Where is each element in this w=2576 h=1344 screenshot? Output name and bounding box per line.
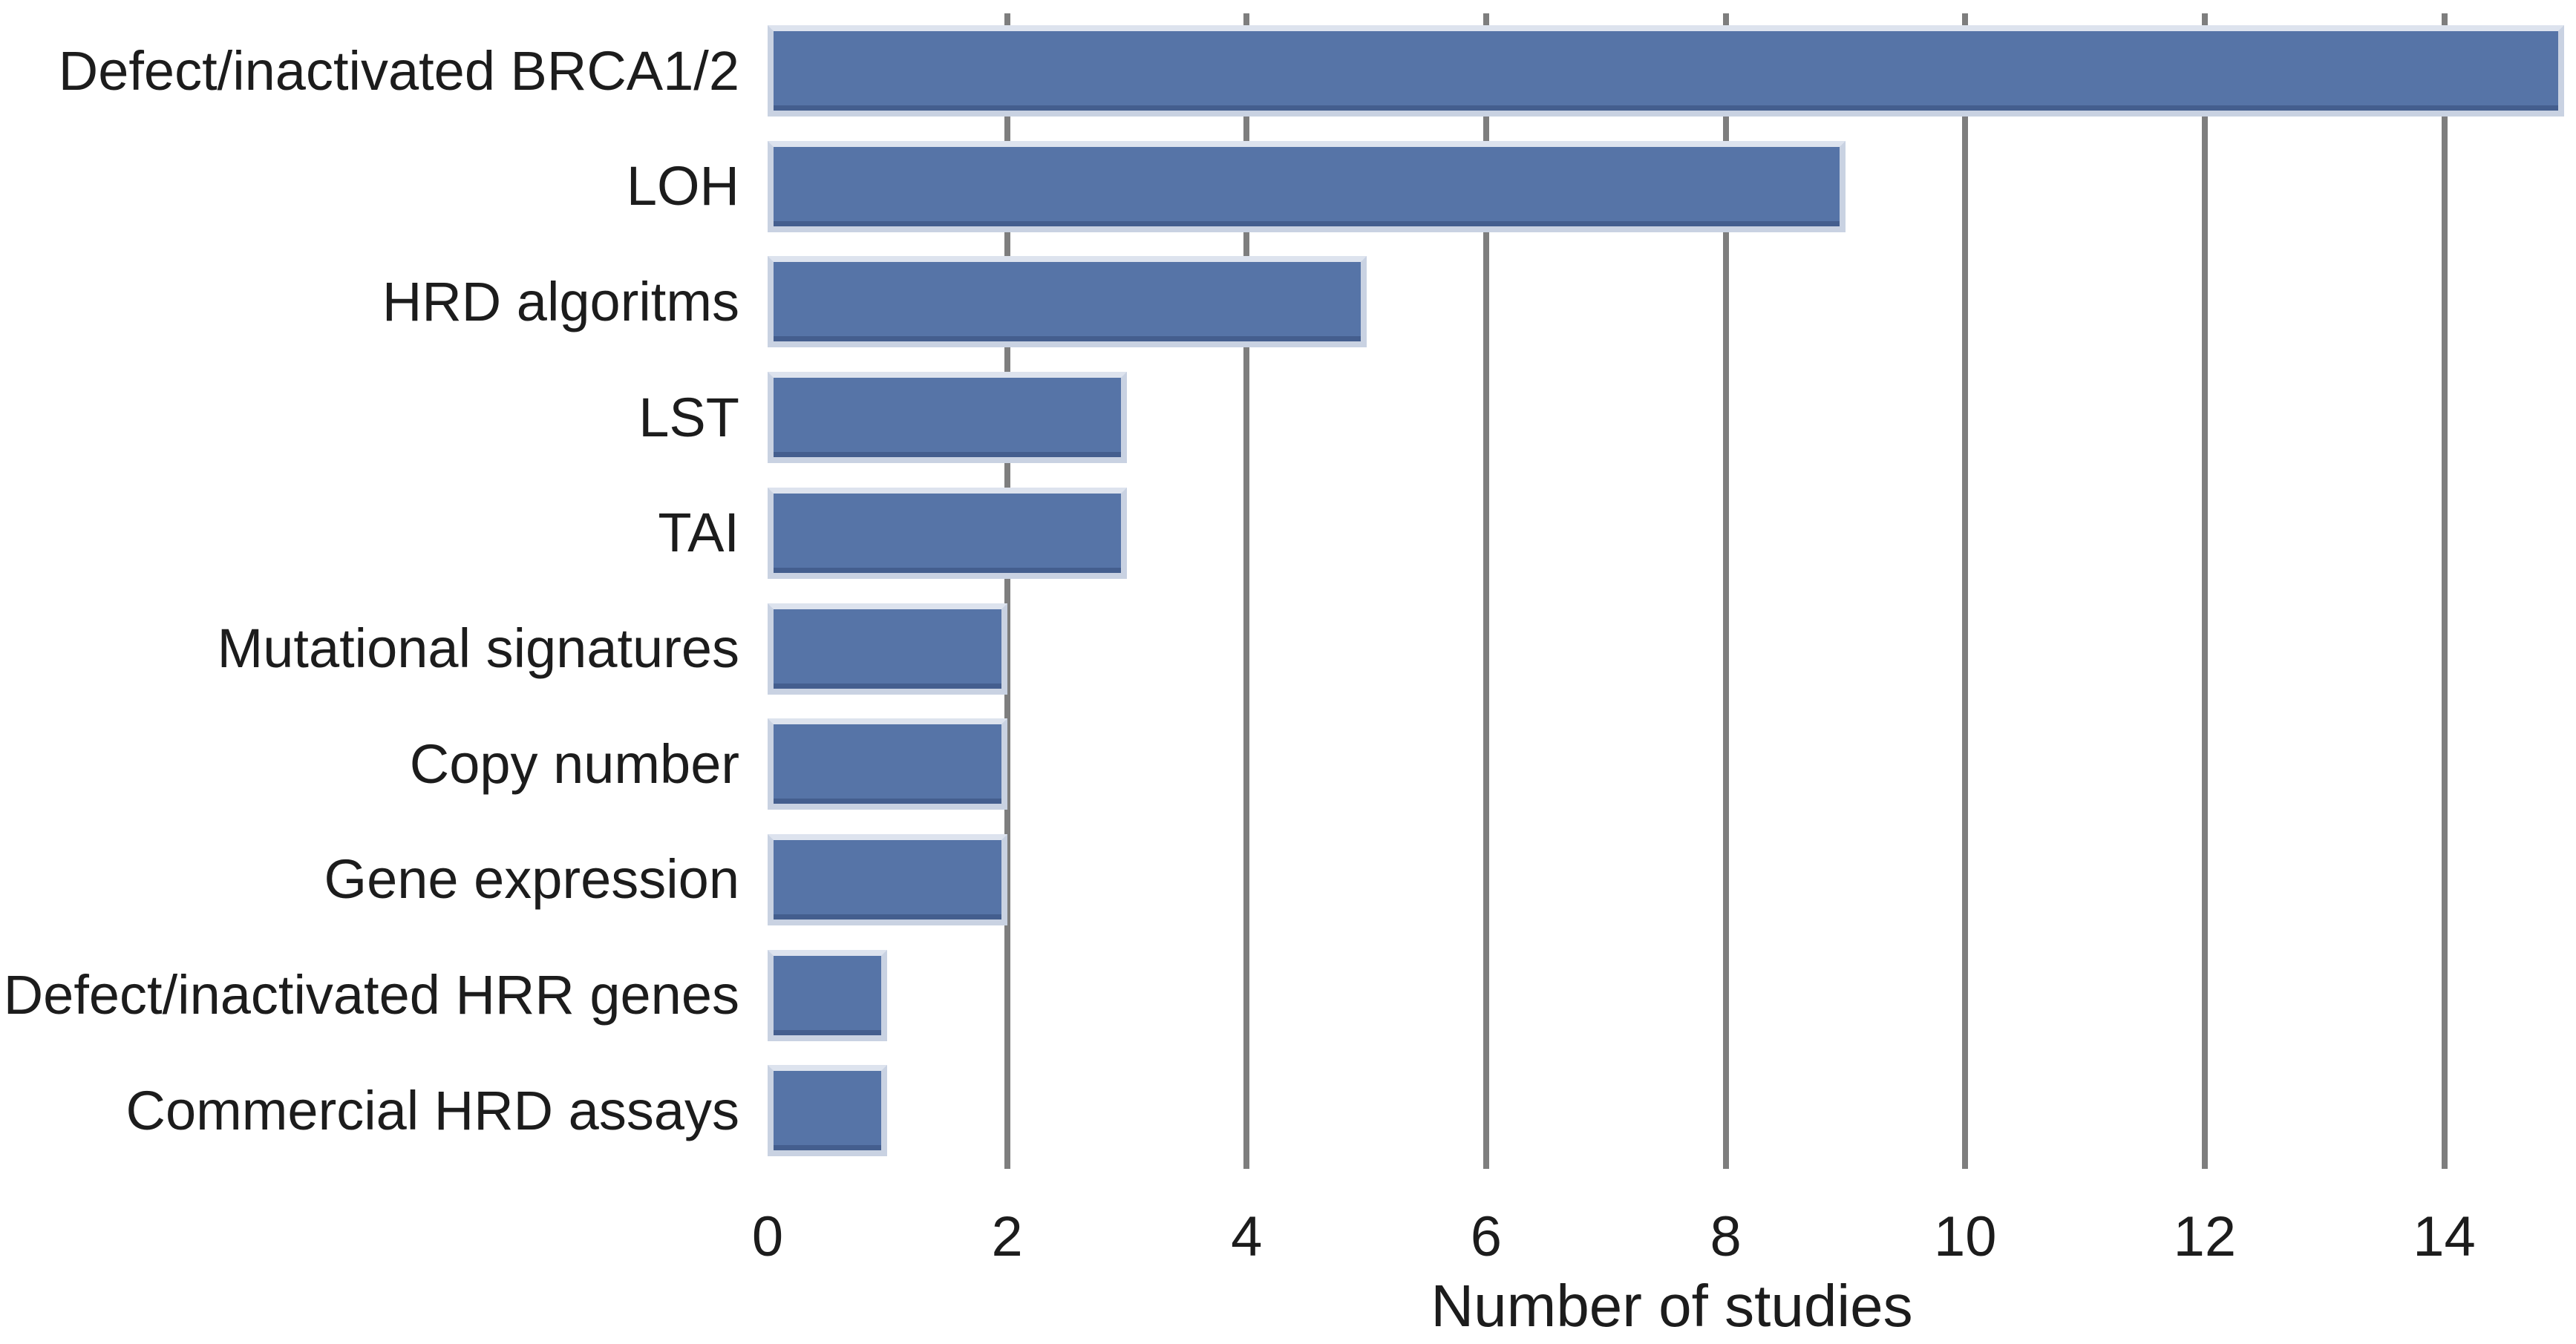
gridline xyxy=(1243,13,1250,1169)
category-label: Mutational signatures xyxy=(217,617,739,679)
category-label: Copy number xyxy=(409,732,739,795)
gridline xyxy=(1962,13,1969,1169)
bar xyxy=(768,833,1007,925)
x-tick-label: 14 xyxy=(2413,1205,2476,1268)
plot-area xyxy=(768,0,2576,1169)
bar xyxy=(768,25,2564,117)
x-tick-label: 8 xyxy=(1710,1205,1742,1268)
bar xyxy=(768,1065,888,1157)
bar xyxy=(768,140,1846,232)
x-tick-label: 12 xyxy=(2173,1205,2237,1268)
x-tick-label: 4 xyxy=(1231,1205,1263,1268)
x-tick-label: 2 xyxy=(991,1205,1023,1268)
category-label: Defect/inactivated HRR genes xyxy=(3,964,739,1026)
category-label: TAI xyxy=(658,502,739,564)
category-label: Commercial HRD assays xyxy=(125,1079,739,1141)
bar xyxy=(768,487,1127,579)
gridline xyxy=(1722,13,1729,1169)
gridline xyxy=(2441,13,2448,1169)
category-label: LOH xyxy=(626,155,739,217)
gridline xyxy=(1482,13,1489,1169)
x-tick-label: 0 xyxy=(751,1205,784,1268)
category-label: Defect/inactivated BRCA1/2 xyxy=(58,39,739,102)
category-label: Gene expression xyxy=(324,848,739,911)
bar xyxy=(768,372,1127,464)
bar xyxy=(768,949,888,1041)
x-tick-label: 6 xyxy=(1470,1205,1503,1268)
bar xyxy=(768,603,1007,695)
gridline xyxy=(1004,13,1010,1169)
bar xyxy=(768,718,1007,810)
gridline xyxy=(2201,13,2208,1169)
category-label: HRD algoritms xyxy=(382,270,739,332)
x-axis-title: Number of studies xyxy=(1431,1273,1913,1339)
bar xyxy=(768,256,1367,348)
category-label: LST xyxy=(638,386,739,448)
x-tick-label: 10 xyxy=(1933,1205,1997,1268)
